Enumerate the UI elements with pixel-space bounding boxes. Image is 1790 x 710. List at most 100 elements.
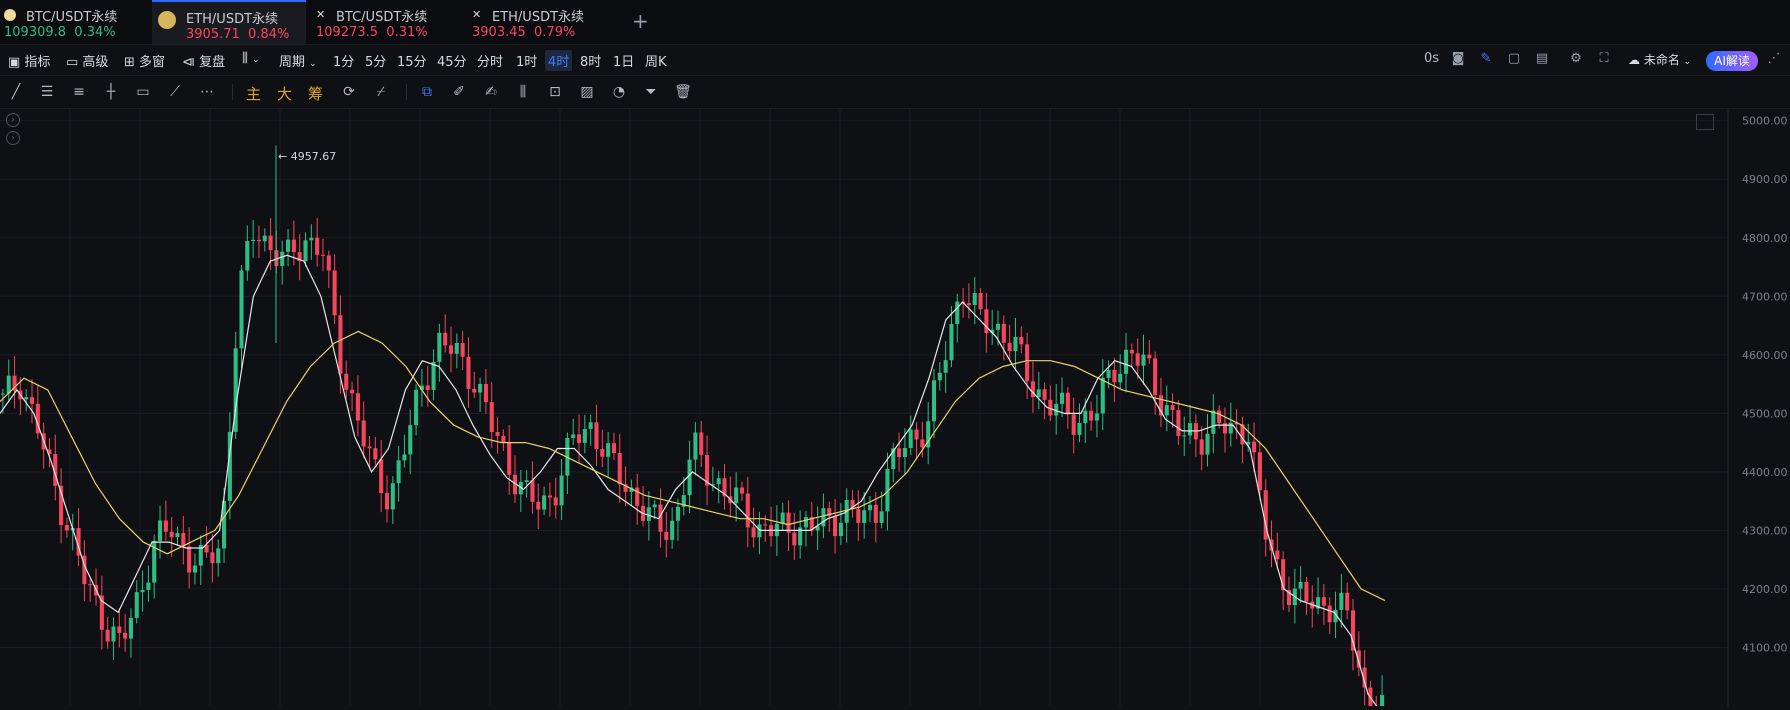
candle-body [1350,610,1356,651]
interval-1d[interactable]: 1日 [613,55,635,70]
candle-body [710,484,715,486]
rectangle-icon[interactable]: ▭ [136,84,150,100]
candle-body [181,533,186,547]
close-icon[interactable]: ✕ [472,8,482,21]
tab-btc-perp-1[interactable]: BTC/USDT永续 109309.8 0.34% [0,0,150,44]
interval-timeshare[interactable]: 分时 [477,55,504,70]
candle-body [1170,405,1175,411]
expand-chart-icon[interactable] [1696,114,1714,130]
horizontal-line-icon[interactable]: ┼ [106,84,116,100]
candle-body [47,449,52,454]
copy-icon[interactable]: ⧉ [422,84,432,100]
candle-body [1246,441,1251,445]
more-tools-icon[interactable]: ⋯ [200,84,214,100]
candle-body [315,237,320,255]
ruler-icon[interactable]: ✐ [453,84,465,100]
candle-body [384,493,390,510]
indicators-button[interactable]: ▣ 指标 [8,55,51,70]
candle-body [117,626,122,633]
chart-area[interactable]: 5000.00 4900.00 4800.00 4700.00 4600.00 4500.… [0,109,1790,710]
lock-icon[interactable]: ⊡ [549,84,561,100]
candle-body [1124,349,1129,374]
candle-body [582,428,587,443]
close-icon[interactable]: ✕ [316,8,326,21]
ma-fast-line [0,254,1381,710]
tab-btc-perp-2[interactable]: ✕ BTC/USDT永续 109273.5 0.31% [310,0,460,44]
candle-body [1211,410,1216,434]
horizontal-ray-icon[interactable]: ☰ [40,84,54,100]
interval-45m[interactable]: 45分 [437,55,467,70]
interval-8h[interactable]: 8时 [580,55,602,70]
candle-body [838,522,843,537]
candle-body [1083,410,1088,424]
interval-1m[interactable]: 1分 [333,55,355,70]
chart-type-button[interactable]: ⫼ ⌄ [242,51,260,66]
hide-drawings-icon[interactable]: ⌿ [376,84,386,100]
candle-body [815,526,820,531]
candle-body [576,434,582,443]
chip-distribution-toggle[interactable]: 筹 [308,85,324,103]
trend-line-icon[interactable]: ╱ [11,84,21,100]
sync-icon[interactable]: ⟳ [343,84,355,100]
gear-icon[interactable]: ⚙ [1570,51,1582,66]
template-icon[interactable]: ▨ [580,84,594,100]
brush-icon[interactable]: ✍ [485,84,497,100]
candle-body [134,592,139,618]
candle-body [344,373,349,390]
candle-body [897,448,902,458]
tab-eth-perp-2[interactable]: ✕ ETH/USDT永续 3903.45 0.79% [466,0,616,44]
interval-5m[interactable]: 5分 [365,55,387,70]
y-axis-tick-label: 4600.00 [1742,349,1788,362]
interval-15m[interactable]: 15分 [397,55,427,70]
candle-body [1001,323,1006,343]
filter-icon[interactable]: ⏷ [645,84,657,100]
candle-body [1129,349,1134,354]
interval-1h[interactable]: 1时 [516,55,538,70]
interval-4h[interactable]: 4时 [545,50,573,71]
tab-name: BTC/USDT永续 [26,10,118,25]
candle-body [88,584,93,586]
candle-body [501,435,506,443]
candle-body [914,429,919,440]
advanced-button[interactable]: ▭ 高级 [66,55,109,70]
ai-interpret-button[interactable]: AI解读 [1706,51,1758,71]
candle-body [175,533,180,538]
replay-button[interactable]: ⧏ 复盘 [182,55,226,70]
candle-body [82,555,87,585]
edit-icon[interactable]: ✎ [1480,51,1492,66]
candle-body [268,235,273,251]
candle-body [454,343,459,354]
tab-eth-perp-active[interactable]: ETH/USDT永续 3905.71 0.84% [152,0,306,44]
collapse-indicator-icon[interactable]: › [6,113,20,127]
multi-window-button[interactable]: ⊞ 多窗 [124,55,166,70]
candle-body [745,493,750,528]
candles-icon[interactable]: ⫼ [519,84,527,100]
tab-change: 0.31% [386,25,428,40]
parallel-channel-icon[interactable]: ≡ [73,84,85,100]
arrow-line-icon[interactable]: ⟋ [170,84,180,100]
layout-icon[interactable]: ▤ [1535,51,1549,66]
tab-bar: BTC/USDT永续 109309.8 0.34% ETH/USDT永续 390… [0,0,1790,45]
candle-body [1048,399,1053,416]
interval-weekly[interactable]: 周K [645,55,667,70]
candle-body [379,459,384,494]
candle-body [1164,405,1169,416]
period-dropdown[interactable]: 周期 ⌄ [279,51,317,70]
candlestick-chart[interactable]: 5000.00 4900.00 4800.00 4700.00 4600.00 4500.… [0,109,1790,710]
layout-name-dropdown[interactable]: ☁ 未命名 ⌄ [1628,51,1691,68]
candle-body [734,487,739,504]
candle-body [361,420,366,447]
trash-icon[interactable]: 🗑 [674,84,692,100]
camera-icon[interactable]: ◙ [1451,51,1465,66]
candle-body [1234,422,1239,425]
countdown-label: 0s [1424,51,1440,66]
large-orders-toggle[interactable]: 大 [277,85,293,103]
fullscreen-icon[interactable]: ⛶ [1599,51,1609,66]
share-icon[interactable]: ⋰ [1767,51,1781,66]
collapse-indicator-icon[interactable]: › [6,131,20,145]
multi-window-label: 多窗 [139,55,166,70]
magnet-icon[interactable]: ◔ [612,84,626,100]
note-icon[interactable]: ▢ [1507,51,1521,66]
main-chart-toggle[interactable]: 主 [246,85,262,103]
add-tab-button[interactable]: + [632,9,649,33]
